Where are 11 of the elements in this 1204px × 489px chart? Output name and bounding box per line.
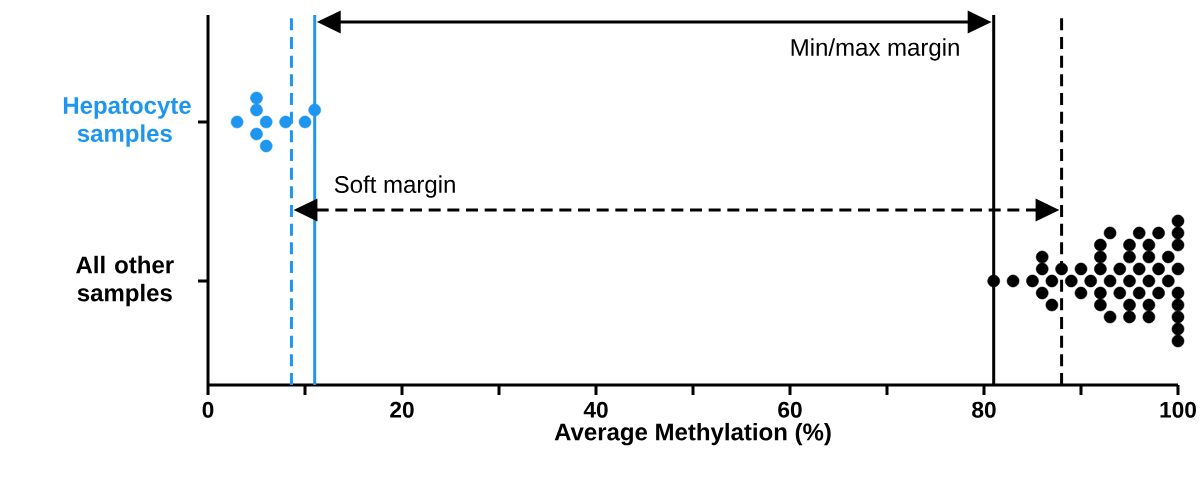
y-tick-label: Hepatocyte samples xyxy=(63,97,191,147)
annotation: Soft margin xyxy=(334,175,455,198)
x-tick-label: 80 xyxy=(972,401,996,418)
x-axis-title: Average Methylation (%) xyxy=(554,422,831,446)
x-tick-label: 20 xyxy=(390,401,414,418)
x-tick-label: 0 xyxy=(202,401,214,418)
x-tick-label: 100 xyxy=(1160,401,1196,418)
y-tick-label: All other samples xyxy=(76,255,174,307)
x-tick-label: 60 xyxy=(778,401,802,418)
annotation: Min/max margin xyxy=(791,38,959,61)
x-tick-label: 40 xyxy=(583,401,608,418)
